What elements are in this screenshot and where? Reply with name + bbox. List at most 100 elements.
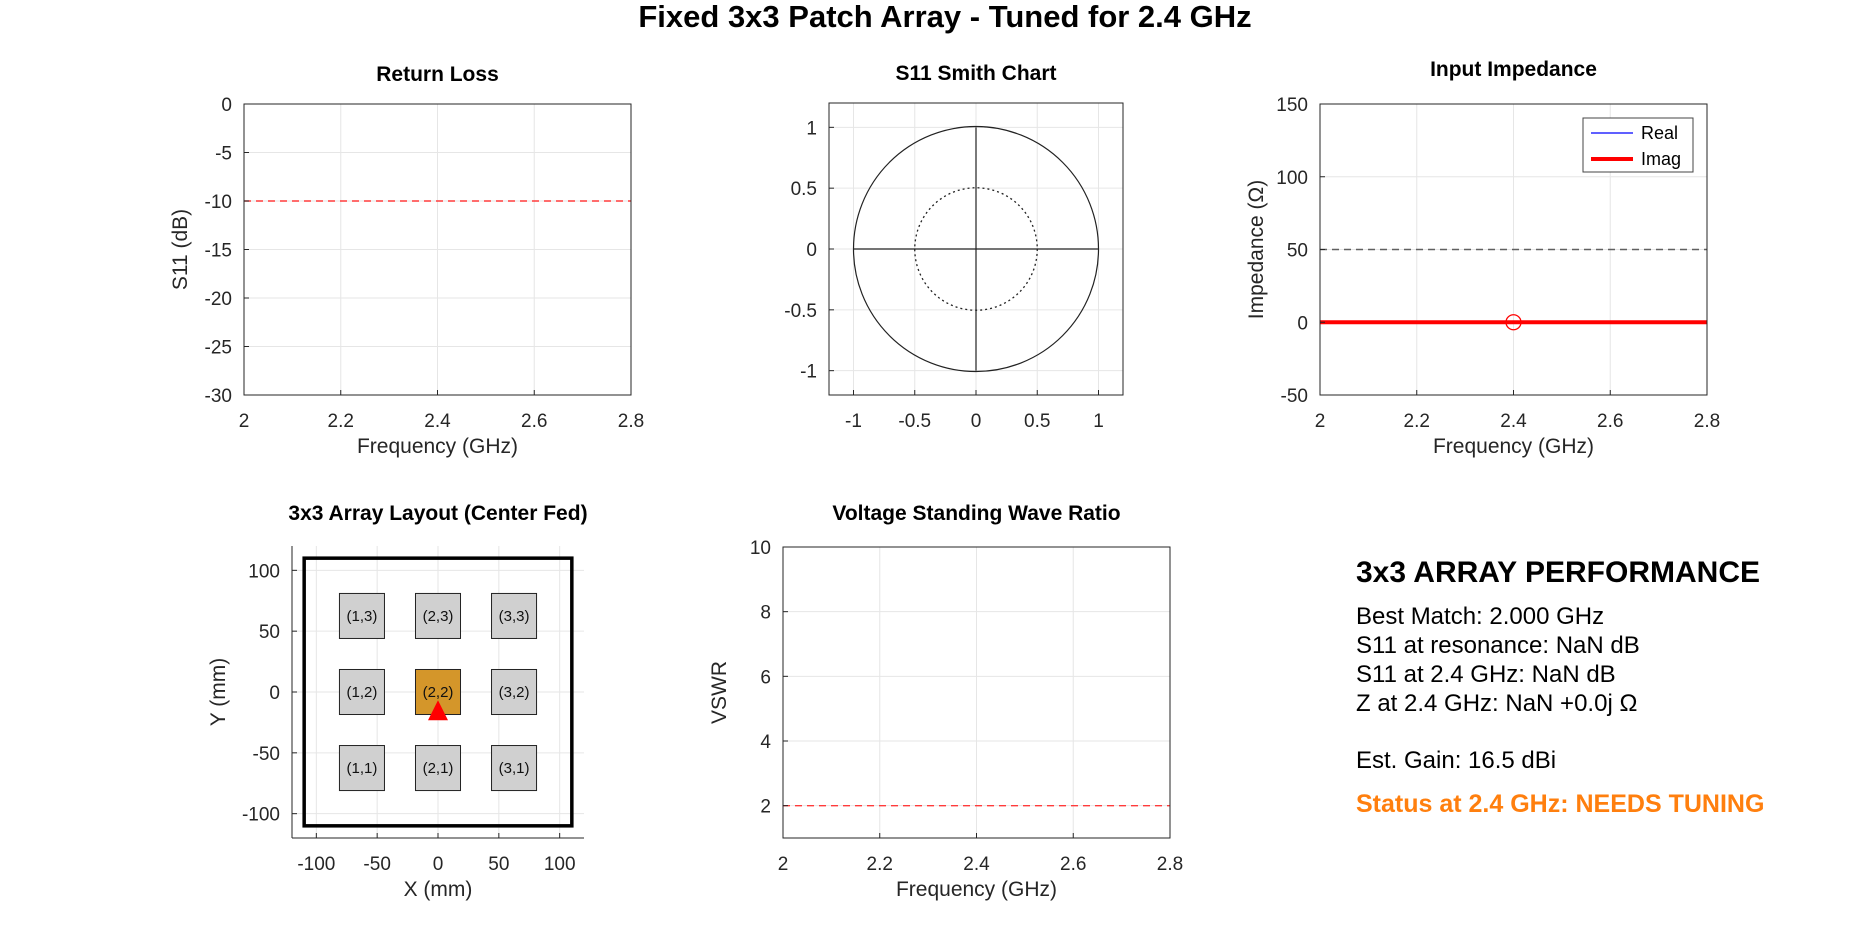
patch-element — [414, 592, 462, 639]
patch-element — [338, 592, 385, 639]
legend: Real Imag — [1582, 117, 1694, 173]
x-tick-label: 2.6 — [1060, 854, 1086, 875]
x-axis-label: Frequency (GHz) — [357, 435, 518, 458]
chart-smith: -1 -0.5 0 0.5 1 1 0.5 0 -0.5 -1 S11 Smith Chart — [784, 62, 1124, 432]
patch-element — [338, 745, 385, 792]
x-tick-label: 0 — [971, 411, 982, 432]
x-tick-label: 2.2 — [867, 854, 893, 875]
x-tick-label: 2.8 — [1157, 854, 1183, 875]
marker-2p4-circle — [1505, 314, 1522, 331]
x-tick-label: 2.6 — [521, 411, 547, 432]
y-tick-label: 0 — [221, 95, 232, 116]
y-tick-label: -5 — [215, 144, 232, 165]
y-tick-label: -50 — [253, 744, 280, 765]
y-tick-label: -25 — [205, 338, 232, 359]
y-tick-label: 4 — [760, 732, 771, 753]
patch-label: (1,1) — [347, 760, 378, 777]
x-tick-label: 2.2 — [1404, 411, 1430, 432]
ground-plane-outline — [302, 556, 574, 828]
x-axis-label: Frequency (GHz) — [1433, 435, 1594, 458]
patch-label: (1,3) — [347, 608, 378, 625]
x-tick-label: 1 — [1093, 411, 1104, 432]
y-tick-label: 100 — [248, 561, 280, 582]
y-tick-label: 8 — [760, 603, 771, 624]
patch-label: (2,1) — [423, 760, 454, 777]
status-text: Status at 2.4 GHz: NEEDS TUNING — [1356, 790, 1765, 818]
y-axis-label: Impedance (Ω) — [1245, 180, 1268, 319]
chart-title: S11 Smith Chart — [895, 62, 1056, 85]
patch-label: (1,2) — [347, 684, 378, 701]
chart-return-loss: 2 2.2 2.4 2.6 2.8 0 -5 -10 -15 -20 -25 -30 Return Lo… — [169, 63, 644, 458]
x-tick-label: 2.8 — [618, 411, 644, 432]
x-tick-label: -1 — [845, 411, 862, 432]
x-tick-label: 2.8 — [1694, 411, 1720, 432]
chart-vswr: 2 2.2 2.4 2.6 2.8 10 8 6 4 2 Voltage Standing Wave… — [708, 502, 1183, 901]
y-tick-label: 1 — [806, 118, 817, 139]
y-tick-label: -30 — [205, 386, 232, 407]
patch-label: (3,1) — [499, 760, 530, 777]
chart-title: Voltage Standing Wave Ratio — [832, 502, 1120, 525]
patch-label: (2,2) — [423, 684, 454, 701]
y-axis-label: Y (mm) — [207, 658, 230, 726]
y-tick-label: -10 — [205, 192, 232, 213]
x-tick-label: 100 — [544, 854, 576, 875]
y-tick-label: -1 — [800, 362, 817, 383]
y-tick-label: 0 — [806, 240, 817, 261]
feed-point-marker — [428, 700, 448, 721]
legend-box — [1582, 117, 1694, 173]
x-tick-label: 2 — [239, 411, 250, 432]
y-tick-label: 50 — [1287, 241, 1308, 262]
y-tick-label: 6 — [760, 667, 771, 688]
x-tick-label: 0.5 — [1024, 411, 1050, 432]
patch-label: (2,3) — [423, 608, 454, 625]
y-tick-label: -20 — [205, 289, 232, 310]
performance-title: 3x3 ARRAY PERFORMANCE — [1356, 556, 1760, 589]
chart-title: Return Loss — [376, 63, 499, 86]
y-tick-label: 10 — [750, 538, 771, 559]
best-match-text: Best Match: 2.000 GHz — [1356, 603, 1605, 630]
y-tick-label: 0.5 — [791, 179, 817, 200]
patch-label: (3,2) — [499, 684, 530, 701]
y-tick-label: -0.5 — [784, 301, 817, 322]
y-tick-label: 0 — [1297, 313, 1308, 334]
y-tick-label: -15 — [205, 241, 232, 262]
y-tick-label: 150 — [1276, 95, 1308, 116]
x-axis-label: Frequency (GHz) — [896, 878, 1057, 901]
patch-element — [491, 592, 538, 639]
y-tick-label: -50 — [1281, 386, 1308, 407]
chart-title: 3x3 Array Layout (Center Fed) — [288, 502, 587, 525]
s11-2p4-text: S11 at 2.4 GHz: NaN dB — [1356, 661, 1616, 688]
x-tick-label: 50 — [488, 854, 509, 875]
plot-content — [852, 125, 1100, 373]
patch-element — [491, 745, 538, 792]
patch-element — [338, 668, 385, 716]
y-tick-label: 2 — [760, 797, 771, 818]
y-tick-label: -100 — [242, 805, 280, 826]
x-axis-label: X (mm) — [404, 878, 473, 901]
x-tick-label: 2.4 — [424, 411, 451, 432]
chart-title: Input Impedance — [1430, 58, 1597, 81]
x-tick-label: -100 — [297, 854, 335, 875]
x-tick-label: 2.6 — [1597, 411, 1623, 432]
x-tick-label: -0.5 — [898, 411, 931, 432]
legend-label-real: Real — [1641, 123, 1678, 143]
patch-element — [491, 668, 538, 716]
y-tick-label: 0 — [269, 683, 280, 704]
y-tick-label: 50 — [259, 622, 280, 643]
x-tick-label: 2 — [778, 854, 789, 875]
y-axis-label: S11 (dB) — [169, 209, 192, 290]
patch-label: (3,3) — [499, 608, 530, 625]
chart-array-layout: (1,3) (2,3) (3,3) (1,2) (2,2) (3,2) (1,1) (2,1)… — [207, 502, 588, 901]
figure-title: Fixed 3x3 Patch Array - Tuned for 2.4 GH… — [638, 0, 1251, 34]
x-tick-label: 2.4 — [1500, 411, 1527, 432]
legend-label-imag: Imag — [1641, 149, 1681, 169]
patch-element — [414, 745, 462, 792]
plot-content — [1320, 248, 1707, 331]
performance-panel: 3x3 ARRAY PERFORMANCE Best Match: 2.000 … — [1356, 556, 1856, 819]
y-axis-label: VSWR — [708, 661, 731, 724]
x-tick-label: 2 — [1315, 411, 1326, 432]
x-tick-label: 2.2 — [328, 411, 354, 432]
x-tick-label: -50 — [363, 854, 390, 875]
